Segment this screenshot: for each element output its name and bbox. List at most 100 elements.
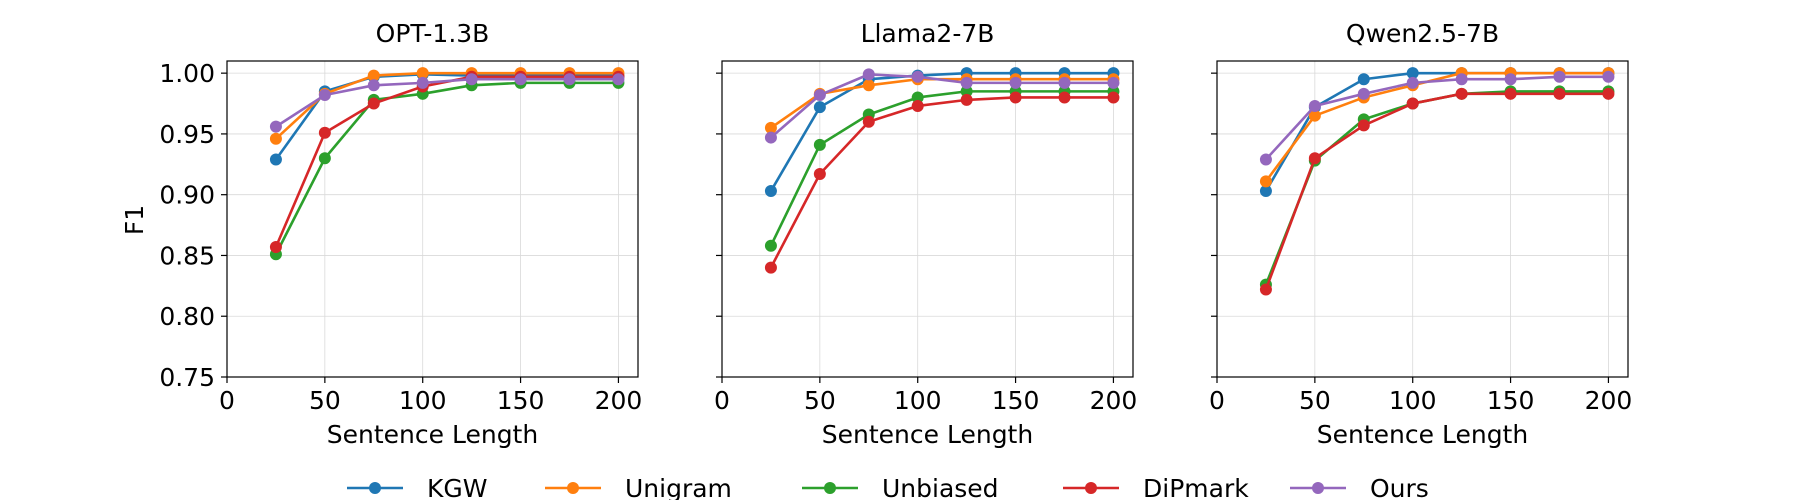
data-point — [1602, 70, 1615, 83]
data-point — [911, 70, 924, 83]
data-point — [1602, 87, 1615, 100]
legend-label: Unigram — [625, 474, 732, 500]
series-unbiased — [269, 76, 625, 261]
series-line — [770, 73, 1114, 139]
data-point — [1308, 99, 1321, 112]
legend-item-ours: Ours — [1290, 474, 1429, 503]
x-tick-label: 0 — [1209, 386, 1225, 415]
series-line — [769, 96, 1114, 269]
series-unigram — [1259, 67, 1615, 188]
data-point — [367, 97, 380, 110]
data-point — [862, 68, 875, 81]
data-point — [1259, 175, 1272, 188]
data-point — [1504, 73, 1517, 86]
data-point — [269, 240, 282, 253]
y-tick-label: 1.00 — [159, 59, 215, 88]
data-point — [1308, 152, 1321, 165]
legend-item-unigram: Unigram — [545, 474, 732, 503]
series-ours — [764, 68, 1120, 144]
series-line — [1264, 75, 1609, 161]
data-point — [813, 101, 826, 114]
legend-marker — [1312, 482, 1324, 494]
data-point — [911, 91, 924, 104]
panel-title: OPT-1.3B — [376, 19, 490, 48]
data-point — [1259, 153, 1272, 166]
legend-label: Unbiased — [882, 474, 999, 500]
data-point — [1406, 67, 1419, 80]
data-point — [1308, 109, 1321, 122]
y-tick-label: 0.75 — [159, 363, 215, 392]
x-tick-label: 50 — [804, 386, 836, 415]
data-point — [960, 85, 973, 98]
legend-item-dipmark: DiPmark — [1063, 474, 1249, 503]
data-point — [367, 79, 380, 92]
x-tick-label: 100 — [399, 386, 447, 415]
data-point — [764, 261, 777, 274]
data-point — [1357, 73, 1370, 86]
x-tick-label: 0 — [714, 386, 730, 415]
series-line — [1264, 71, 1609, 183]
series-line — [275, 77, 619, 128]
y-tick-label: 0.80 — [159, 302, 215, 331]
data-point — [862, 79, 875, 92]
x-tick-label: 150 — [497, 386, 545, 415]
data-point — [1455, 73, 1468, 86]
panel-2: 0 50 100 150 200 Sentence Length Llama2-7B — [714, 19, 1137, 449]
x-tick-label: 150 — [992, 386, 1040, 415]
legend-item-kgw: KGW — [347, 474, 488, 503]
data-point — [269, 120, 282, 133]
x-tick-label: 200 — [1585, 386, 1633, 415]
series-dipmark — [1259, 87, 1615, 296]
data-point — [1504, 87, 1517, 100]
data-point — [1553, 87, 1566, 100]
legend-marker — [1085, 482, 1097, 494]
y-tick-label: 0.90 — [159, 181, 215, 210]
x-tick-label: 200 — [1090, 386, 1138, 415]
series-ours — [1259, 70, 1615, 166]
x-tick-label: 50 — [1299, 386, 1331, 415]
data-point — [764, 121, 777, 134]
x-tick-label: 50 — [309, 386, 341, 415]
legend-label: DiPmark — [1143, 474, 1249, 500]
panel-3: 0 50 100 150 200 Sentence Length Qwen2.5-7B — [1209, 19, 1632, 449]
data-point — [764, 131, 777, 144]
data-point — [612, 73, 625, 86]
x-tick-label: 100 — [894, 386, 942, 415]
data-point — [1009, 76, 1022, 89]
legend-marker — [824, 482, 836, 494]
series-line — [275, 71, 619, 140]
data-point — [862, 115, 875, 128]
data-point — [813, 89, 826, 102]
panel-title: Qwen2.5-7B — [1346, 19, 1499, 48]
data-point — [1406, 97, 1419, 110]
x-axis-label: Sentence Length — [822, 420, 1033, 449]
data-point — [960, 76, 973, 89]
data-point — [960, 93, 973, 106]
data-point — [514, 73, 527, 86]
legend-label: KGW — [427, 474, 488, 500]
data-point — [1009, 91, 1022, 104]
data-point — [1455, 87, 1468, 100]
axes-frame — [721, 60, 1134, 378]
data-point — [764, 185, 777, 198]
data-point — [269, 153, 282, 166]
data-point — [1259, 283, 1272, 296]
x-tick-label: 0 — [219, 386, 235, 415]
x-tick-label: 150 — [1487, 386, 1535, 415]
y-tick-label: 0.85 — [159, 241, 215, 270]
data-point — [416, 67, 429, 80]
data-point — [813, 168, 826, 181]
legend-item-unbiased: Unbiased — [802, 474, 999, 503]
x-axis-label: Sentence Length — [1317, 420, 1528, 449]
data-point — [764, 239, 777, 252]
data-point — [1107, 91, 1120, 104]
data-point — [1259, 185, 1272, 198]
data-point — [911, 99, 924, 112]
data-point — [318, 126, 331, 139]
data-point — [1553, 70, 1566, 83]
x-tick-label: 200 — [595, 386, 643, 415]
x-axis-label: Sentence Length — [327, 420, 538, 449]
data-point — [1406, 76, 1419, 89]
axes-frame — [1216, 60, 1629, 378]
